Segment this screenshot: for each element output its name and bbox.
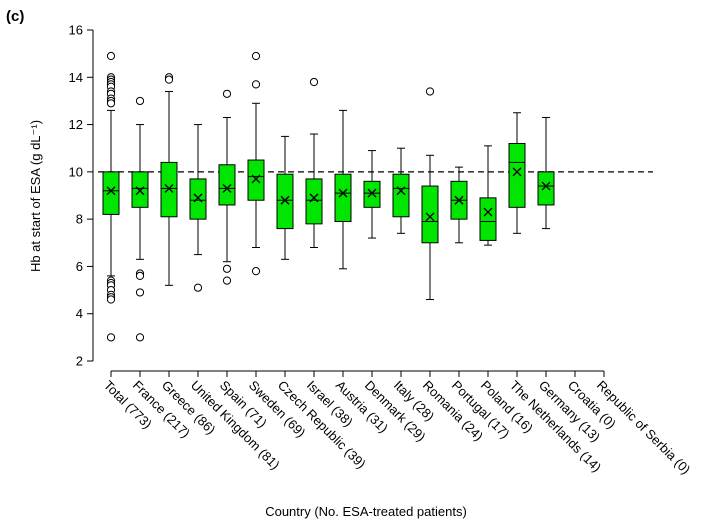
outlier-point	[193, 283, 203, 292]
mean-marker	[483, 207, 493, 217]
mean-marker	[454, 195, 464, 205]
y-axis-title: Hb at start of ESA (g dL⁻¹)	[28, 120, 43, 272]
box	[131, 171, 149, 208]
mean-marker	[512, 167, 522, 177]
outlier-point	[106, 295, 116, 304]
mean-marker	[541, 181, 551, 191]
mean-marker	[309, 193, 319, 203]
y-tick-label: 8	[76, 212, 83, 227]
outlier-point	[251, 80, 261, 89]
y-tick-label: 2	[76, 354, 83, 369]
mean-marker	[396, 186, 406, 196]
y-tick-label: 6	[76, 259, 83, 274]
box	[160, 161, 178, 218]
box	[305, 178, 323, 225]
outlier-point	[135, 333, 145, 342]
panel-label: (c)	[6, 8, 24, 25]
y-tick-label: 10	[69, 164, 83, 179]
outlier-point	[251, 267, 261, 276]
x-axis-title: Country (No. ESA-treated patients)	[265, 504, 467, 519]
box	[276, 173, 294, 230]
outlier-point	[106, 51, 116, 61]
outlier-point	[222, 264, 232, 273]
box	[363, 180, 381, 208]
mean-marker	[425, 212, 435, 222]
mean-marker	[251, 174, 261, 184]
box	[189, 178, 207, 220]
y-tick-label: 12	[69, 117, 83, 132]
box	[334, 173, 352, 223]
outlier-point	[106, 99, 116, 108]
outlier-point	[425, 87, 435, 96]
outlier-point	[309, 77, 319, 87]
outlier-point	[222, 276, 232, 285]
outlier-point	[251, 51, 261, 61]
mean-marker	[367, 188, 377, 198]
mean-marker	[193, 193, 203, 203]
mean-marker	[222, 183, 232, 193]
mean-marker	[338, 188, 348, 198]
mean-marker	[106, 186, 116, 196]
outlier-point	[135, 271, 145, 280]
y-tick-label: 14	[69, 70, 83, 85]
outlier-point	[106, 333, 116, 342]
box	[247, 159, 265, 201]
outlier-point	[222, 89, 232, 98]
mean-marker	[280, 195, 290, 205]
y-tick-label: 4	[76, 306, 83, 321]
box	[537, 171, 555, 206]
outlier-point	[164, 75, 174, 84]
mean-marker	[135, 186, 145, 196]
box	[392, 173, 410, 218]
box	[479, 197, 497, 241]
y-tick-label: 16	[69, 23, 83, 38]
box	[421, 185, 439, 244]
box	[218, 164, 236, 206]
box	[102, 171, 120, 215]
outlier-point	[135, 288, 145, 297]
box	[508, 142, 526, 208]
outlier-point	[135, 96, 145, 106]
mean-marker	[164, 183, 174, 193]
